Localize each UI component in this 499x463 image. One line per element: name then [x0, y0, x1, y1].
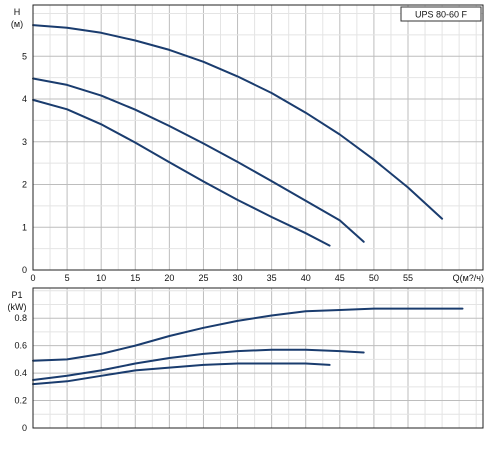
y-tick-label: 4 [22, 94, 27, 104]
head-curve-1 [32, 24, 444, 220]
head-chart-y-ticks: 0 1 2 3 4 5 [22, 51, 27, 275]
x-tick-label: 20 [164, 273, 174, 283]
head-axis-label: H [14, 7, 21, 17]
power-axis-label: P1 [11, 290, 22, 300]
y-tick-label: 3 [22, 137, 27, 147]
power-axis-unit: (kW) [8, 302, 27, 312]
x-tick-label: 10 [96, 273, 106, 283]
y-tick-label: 1 [22, 222, 27, 232]
power-curve-3 [32, 362, 331, 386]
head-chart-x-ticks: 0 5 10 15 20 25 30 35 40 45 50 55 [30, 273, 413, 283]
x-tick-label: 50 [369, 273, 379, 283]
x-tick-label: 35 [267, 273, 277, 283]
power-chart-series-group [32, 307, 464, 386]
y-tick-label: 0.8 [14, 313, 27, 323]
model-label-box [400, 6, 482, 22]
x-tick-label: 15 [130, 273, 140, 283]
y-tick-label: 0.6 [14, 341, 27, 351]
model-label: UPS 80-60 F [415, 10, 468, 20]
y-tick-label: 2 [22, 180, 27, 190]
head-curve-2 [32, 77, 365, 243]
x-tick-label: 0 [30, 273, 35, 283]
x-tick-label: 40 [301, 273, 311, 283]
y-tick-label: 0.4 [14, 368, 27, 378]
x-tick-label: 25 [198, 273, 208, 283]
power-curve-2 [32, 348, 365, 381]
head-curve-3 [32, 98, 331, 247]
power-flow-chart: 0 0.2 0.4 0.6 0.8 P1 (kW) [8, 287, 484, 433]
x-tick-label: 45 [335, 273, 345, 283]
x-tick-label: 5 [65, 273, 70, 283]
power-chart-frame [32, 287, 484, 429]
head-axis-unit: (м) [11, 19, 23, 29]
y-tick-label: 0 [22, 265, 27, 275]
head-chart-series-group [32, 24, 444, 247]
power-chart-y-ticks: 0 0.2 0.4 0.6 0.8 [14, 313, 27, 433]
y-tick-label: 5 [22, 51, 27, 61]
x-tick-label: 55 [403, 273, 413, 283]
head-chart-frame [32, 4, 484, 271]
flow-axis-label: Q(м?/ч) [453, 273, 484, 283]
head-chart-grid [33, 5, 483, 270]
power-curve-1 [32, 307, 464, 362]
x-tick-label: 30 [233, 273, 243, 283]
y-tick-label: 0 [22, 423, 27, 433]
y-tick-label: 0.2 [14, 396, 27, 406]
